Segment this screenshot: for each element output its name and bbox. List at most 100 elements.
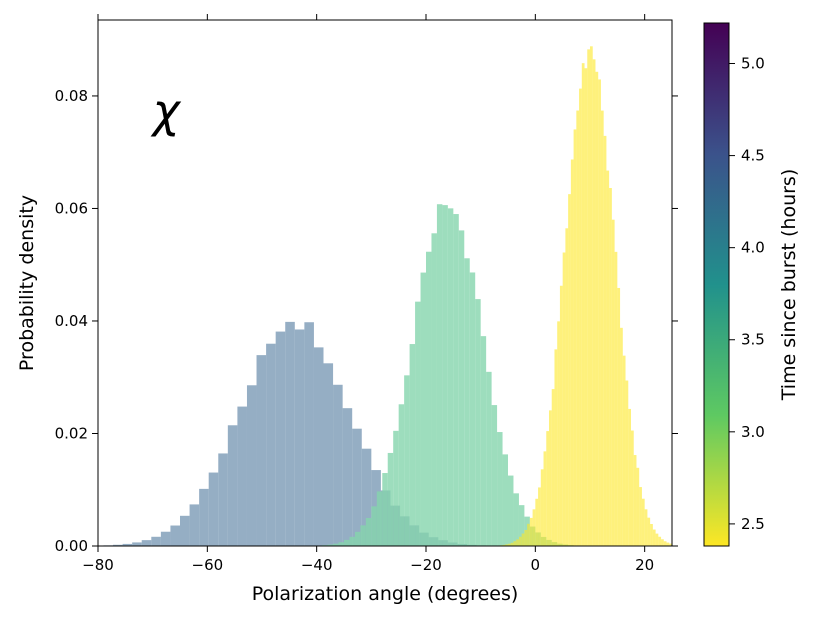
histogram-bar-series-1 (294, 329, 305, 546)
histogram-bar-series-2 (354, 531, 361, 546)
histogram-bar-series-2 (415, 301, 421, 546)
histogram-bar-series-1 (227, 425, 238, 546)
histogram-bar-series-1 (208, 472, 219, 546)
histogram-bar-series-1 (189, 504, 200, 546)
histogram-bar-series-1 (160, 531, 171, 546)
axis-ticks: −80 −60 −40 −20 0 20 0.00 0.02 0.04 0.06 0.08 (55, 14, 678, 574)
chi-annotation: χ (150, 84, 182, 138)
histogram-bar-series-3 (647, 517, 651, 546)
histogram-bar-series-2 (458, 230, 465, 546)
histogram-bar-series-3 (576, 110, 580, 546)
histogram-bar-series-2 (338, 542, 344, 546)
histogram-bar-series-3 (644, 509, 648, 546)
histogram-bar-series-3 (559, 285, 563, 546)
histogram-bar-series-2 (491, 405, 498, 546)
colorbar-tick-label: 4.5 (741, 147, 765, 165)
histogram-bar-series-3 (641, 498, 645, 546)
histogram-bar-series-2 (365, 518, 372, 546)
histogram-bar-series-3 (628, 408, 631, 546)
histogram-bar-series-3 (549, 410, 552, 546)
histogram-bar-series-1 (285, 321, 295, 546)
histogram-bar-series-2 (480, 336, 487, 546)
histogram-bar-series-2 (447, 208, 454, 546)
histogram-bar-series-2 (393, 430, 399, 546)
colorbar-tick-label: 5.0 (741, 55, 765, 73)
histogram-bar-series-3 (631, 430, 634, 546)
histogram-bar-series-3 (666, 542, 670, 546)
histogram-bar-series-1 (151, 536, 161, 546)
histogram-bar-series-3 (669, 543, 672, 546)
y-tick-label: 0.02 (55, 424, 88, 442)
histogram-bar-series-2 (387, 452, 394, 546)
histogram-bar-series-1 (304, 322, 314, 546)
histogram-bar-series-3 (633, 455, 637, 546)
histogram-bar-series-2 (398, 404, 405, 546)
histogram-bar-series-3 (600, 110, 604, 546)
histogram-bar-series-3 (622, 355, 626, 546)
histogram-bar-series-3 (527, 523, 530, 546)
colorbar-tick-label: 3.5 (741, 331, 765, 349)
histogram-bar-series-2 (497, 432, 503, 546)
histogram-bar-series-1 (333, 384, 343, 546)
histogram-bar-series-1 (218, 453, 228, 546)
histogram-bar-series-3 (595, 71, 599, 546)
histogram-bar-series-3 (557, 321, 560, 546)
x-tick-label: −60 (192, 556, 224, 574)
histogram-bar-series-3 (505, 544, 508, 546)
histogram-bar-series-3 (636, 467, 640, 546)
plot-frame (97, 19, 673, 547)
histogram-bar-series-1 (170, 525, 180, 546)
histogram-bar-series-3 (510, 542, 514, 546)
histogram-bar-series-2 (371, 506, 377, 546)
histogram-bar-series-3 (529, 517, 533, 546)
histogram-bar-series-2 (431, 233, 437, 547)
histogram-bar-series-1 (266, 343, 276, 546)
histogram-bar-series-3 (502, 544, 506, 546)
histogram-bar-series-2 (442, 205, 448, 547)
histogram-bar-series-3 (513, 541, 517, 546)
colorbar-tick-label: 2.5 (741, 515, 765, 533)
histogram-bar-series-2 (464, 258, 470, 546)
histogram-bar-series-3 (652, 529, 656, 546)
histogram-bar-series-2 (376, 491, 383, 546)
colorbar-tick-label: 4.0 (741, 239, 765, 257)
histogram-bar-series-2 (535, 532, 541, 546)
histogram-bar-series-3 (518, 536, 522, 546)
y-tick-label: 0.04 (55, 312, 88, 330)
histogram-bar-series-1 (122, 543, 133, 546)
histogram-bar-series-1 (361, 448, 372, 546)
histogram-bar-series-1 (113, 544, 123, 546)
y-tick-label: 0.08 (55, 87, 88, 105)
histogram-bar-series-2 (382, 473, 388, 546)
histogram-bar-series-2 (508, 475, 514, 546)
x-tick-label: 0 (531, 556, 541, 574)
histogram-bar-series-3 (663, 541, 667, 546)
histogram-bar-series-2 (404, 375, 410, 546)
y-axis-label: Probability density (16, 195, 38, 371)
histogram-bar-series-1 (199, 488, 209, 546)
x-axis-label: Polarization angle (degrees) (252, 583, 519, 605)
histogram-bar-series-2 (327, 544, 334, 546)
x-tick-label: −20 (410, 556, 442, 574)
x-tick-label: −80 (82, 556, 114, 574)
histogram-bar-series-3 (565, 228, 569, 547)
histogram-bar-series-3 (524, 529, 528, 546)
histogram-bar-series-3 (614, 251, 618, 546)
histogram-bar-series-2 (518, 505, 525, 546)
colorbar-label: Time since burst (hours) (778, 169, 800, 401)
histogram-bar-series-3 (570, 159, 574, 547)
histogram-bar-series-1 (275, 331, 286, 546)
histogram-bar-series-3 (554, 349, 558, 546)
histogram-bar-series-3 (620, 327, 623, 546)
histogram-bar-series-1 (352, 428, 362, 546)
histogram-bar-series-2 (486, 371, 492, 546)
histogram-bar-series-3 (540, 469, 544, 546)
histogram-bar-series-2 (409, 344, 416, 546)
histogram-bar-series-1 (180, 515, 190, 546)
histogram-bar-series-3 (584, 68, 588, 546)
histogram-bar-series-2 (426, 251, 432, 547)
histogram-bar-series-3 (508, 543, 511, 546)
histogram-bar-series-3 (538, 487, 541, 546)
